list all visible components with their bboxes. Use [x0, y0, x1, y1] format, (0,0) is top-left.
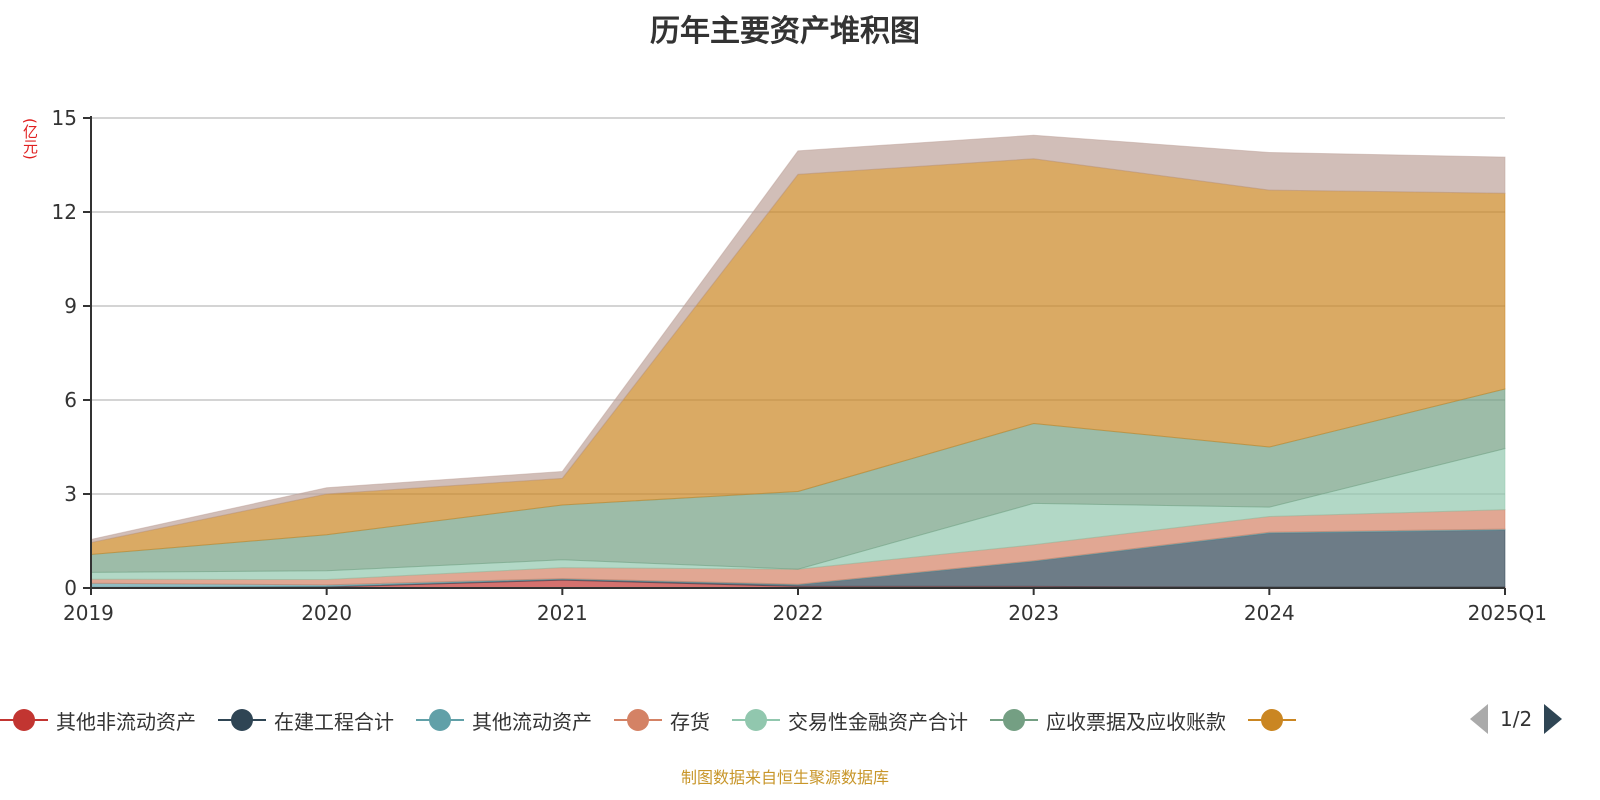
legend-marker-icon — [1248, 705, 1296, 735]
y-axis-unit: (亿元) — [21, 118, 39, 160]
legend-next-icon[interactable] — [1544, 704, 1563, 734]
legend-item[interactable]: 交易性金融资产合计 — [732, 705, 968, 735]
area-series-7 — [90, 134, 1506, 544]
x-tick-label: 2019 — [63, 601, 114, 625]
chart-title: 历年主要资产堆积图 — [650, 14, 920, 49]
legend-item[interactable]: 存货 — [614, 705, 710, 735]
stacked-area-chart: 0 3 6 9 12 15 2019 2020 2021 2022 2023 2024 2025Q1 — [52, 106, 1547, 625]
x-tick-label: 2024 — [1244, 601, 1295, 625]
legend-label: 交易性金融资产合计 — [788, 709, 968, 734]
y-tick-label: 0 — [64, 576, 77, 600]
y-tick-label: 3 — [64, 482, 77, 506]
x-tick-label: 2021 — [537, 601, 588, 625]
legend-item[interactable] — [1248, 705, 1304, 735]
legend-page-indicator: 1/2 — [1500, 707, 1533, 731]
legend-marker-icon — [0, 705, 48, 735]
legend: 其他非流动资产 在建工程合计 其他流动资产 存货 交易性金融资产合计 应收票据及应收账款 — [0, 704, 1326, 736]
legend-prev-icon[interactable] — [1470, 704, 1488, 734]
legend-label: 应收票据及应收账款 — [1046, 709, 1226, 734]
legend-item[interactable]: 在建工程合计 — [218, 705, 394, 735]
legend-label: 其他非流动资产 — [56, 709, 196, 734]
legend-marker-icon — [990, 705, 1038, 735]
data-source-note: 制图数据来自恒生聚源数据库 — [680, 768, 889, 787]
x-tick-label: 2023 — [1008, 601, 1059, 625]
x-tick-label: 2020 — [301, 601, 352, 625]
legend-label: 在建工程合计 — [274, 709, 394, 734]
x-tick-label: 2022 — [773, 601, 824, 625]
legend-item[interactable]: 其他非流动资产 — [0, 705, 196, 735]
legend-pager: 1/2 — [1470, 704, 1563, 734]
legend-item[interactable]: 其他流动资产 — [416, 705, 592, 735]
legend-marker-icon — [218, 705, 266, 735]
x-tick-label: 2025Q1 — [1468, 601, 1547, 625]
y-tick-label: 6 — [64, 388, 77, 412]
y-tick-label: 12 — [52, 200, 77, 224]
legend-label: 存货 — [670, 709, 710, 734]
legend-marker-icon — [732, 705, 780, 735]
legend-item[interactable]: 应收票据及应收账款 — [990, 705, 1226, 735]
legend-marker-icon — [614, 705, 662, 735]
y-tick-label: 15 — [52, 106, 77, 130]
y-tick-label: 9 — [64, 294, 77, 318]
legend-label: 其他流动资产 — [472, 709, 592, 734]
legend-marker-icon — [416, 705, 464, 735]
